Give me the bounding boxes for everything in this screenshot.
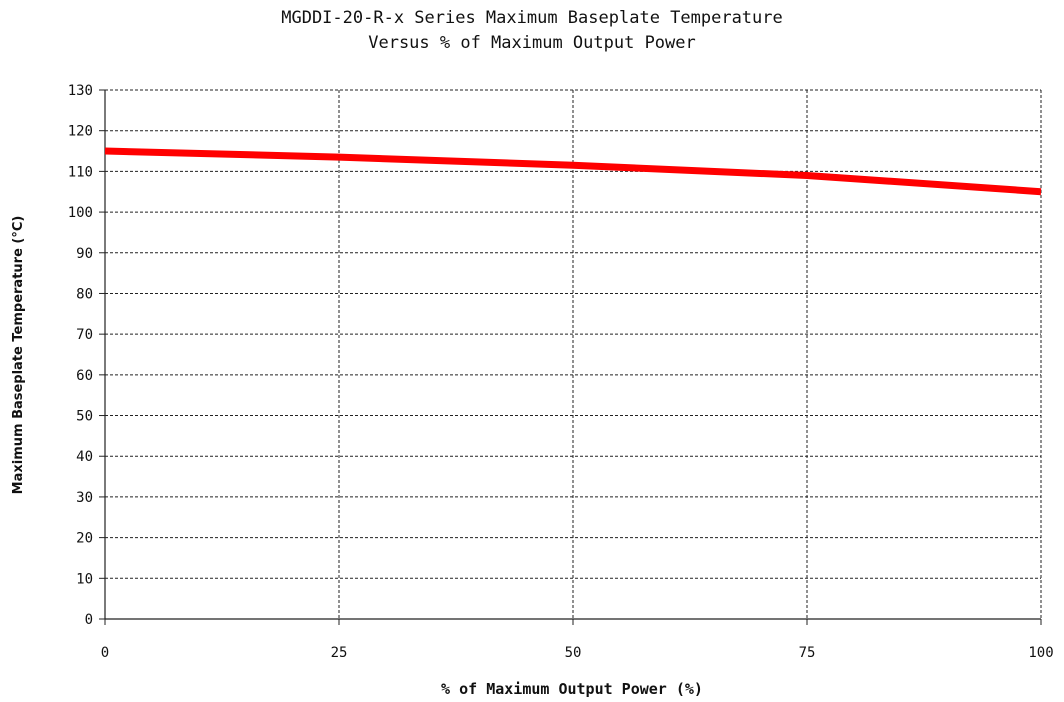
x-axis-label: % of Maximum Output Power (%) xyxy=(441,680,703,698)
x-tick-label: 0 xyxy=(101,645,109,661)
y-tick-label: 90 xyxy=(76,246,93,262)
y-tick-label: 50 xyxy=(76,409,93,425)
chart-title-line-2: Versus % of Maximum Output Power xyxy=(368,33,696,53)
y-tick-label: 20 xyxy=(76,531,93,547)
x-tick-label: 25 xyxy=(331,645,348,661)
y-axis-label: Maximum Baseplate Temperature (°C) xyxy=(11,216,26,495)
y-tick-label: 80 xyxy=(76,286,93,302)
y-tick-label: 120 xyxy=(68,124,93,140)
y-tick-label: 70 xyxy=(76,327,93,343)
series-line xyxy=(104,147,1042,196)
y-tick-label: 100 xyxy=(68,205,93,221)
x-axis-ticks: 0 25 50 75 100 xyxy=(101,619,1054,661)
y-tick-label: 110 xyxy=(68,164,93,180)
grid xyxy=(105,89,1042,619)
y-tick-label: 10 xyxy=(76,571,93,587)
y-tick-label: 30 xyxy=(76,490,93,506)
y-tick-label: 40 xyxy=(76,449,93,465)
y-axis-ticks: 0 10 20 30 40 50 60 70 80 90 100 110 120 130 xyxy=(68,83,105,628)
chart-title-line-1: MGDDI-20-R-x Series Maximum Baseplate Te… xyxy=(281,8,783,28)
series-group xyxy=(104,147,1042,196)
axes xyxy=(104,90,1041,620)
y-tick-label: 0 xyxy=(85,612,93,628)
x-tick-label: 100 xyxy=(1028,645,1053,661)
y-tick-label: 130 xyxy=(68,83,93,99)
x-tick-label: 75 xyxy=(799,645,816,661)
x-tick-label: 50 xyxy=(565,645,582,661)
y-tick-label: 60 xyxy=(76,368,93,384)
